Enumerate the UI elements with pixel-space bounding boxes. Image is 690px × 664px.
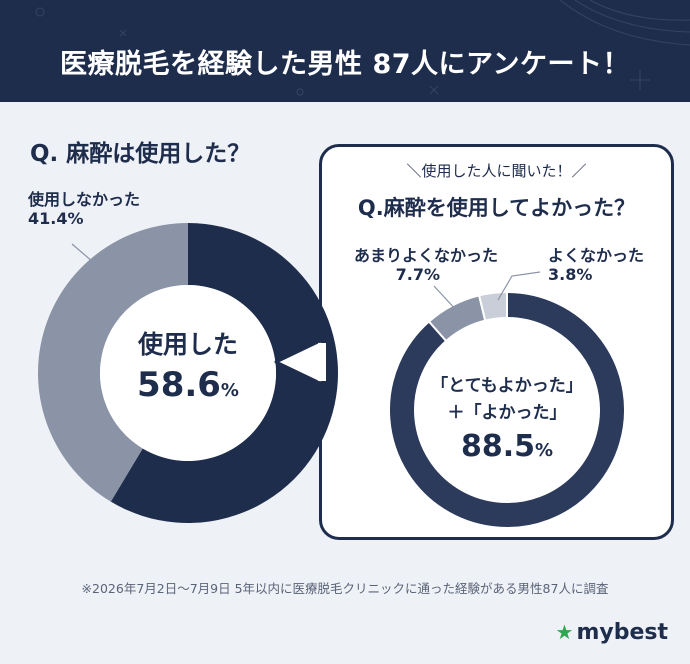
slice-label-not-so-good: あまりよくなかった 7.7%: [336, 246, 498, 284]
slice-label-value: 3.8%: [548, 265, 593, 284]
slice-label-not-used: 使用しなかった 41.4%: [28, 190, 140, 228]
question-2-subtitle: ＼使用した人に聞いた！／: [406, 162, 587, 180]
star-icon: ★: [555, 620, 574, 644]
leader-line-not-good: [497, 271, 541, 301]
leader-line-not-used: [71, 243, 101, 269]
slice-label-name: 使用しなかった: [28, 190, 141, 209]
survey-footnote: ※2026年7月2日〜7月9日 5年以内に医療脱毛クリニックに通った経験がある男…: [81, 581, 609, 596]
center-label-text: 使用した: [137, 330, 238, 359]
center-label-value: 58.6%: [108, 365, 268, 405]
donut-slice-1: [110, 223, 338, 523]
center-label-line1: 「とてもよかった」: [431, 376, 583, 396]
donut-2-center-label: 「とてもよかった」 ＋「よかった」 88.5%: [410, 371, 604, 464]
center-label-line2: ＋「よかった」: [447, 403, 567, 423]
slice-label-not-good: よくなかった 3.8%: [548, 246, 644, 284]
center-label-value: 88.5%: [410, 429, 604, 464]
donut-chart-satisfaction: [388, 290, 626, 529]
slice-label-value: 7.7%: [395, 265, 440, 284]
center-value-number: 58.6: [137, 365, 221, 405]
donut-1-center-label: 使用した 58.6%: [108, 325, 268, 405]
brand-name: mybest: [576, 620, 668, 645]
donut-hole: [415, 318, 599, 502]
slice-label-name: よくなかった: [548, 246, 645, 265]
leader-lines: [71, 243, 541, 313]
slice-label-value: 41.4%: [28, 209, 84, 228]
question-1-title: Q. 麻酔は使用した？: [30, 141, 251, 167]
leader-line-not-so-good: [433, 285, 459, 313]
callout-pointer-mask: [318, 343, 326, 381]
header-title: 医療脱毛を経験した男性 87人にアンケート！: [60, 49, 630, 80]
donut-chart-anesthesia-used: [37, 223, 338, 523]
center-value-unit: %: [220, 380, 239, 401]
header-decoration: [35, 0, 690, 96]
donut-hole: [100, 285, 276, 461]
donut-slice-3: [477, 290, 508, 322]
question-2-title: Q.麻酔を使用してよかった？: [357, 196, 636, 220]
donut-slice-2: [37, 223, 188, 502]
center-value-unit: %: [534, 440, 554, 461]
brand-logo: ★ mybest: [556, 620, 668, 645]
header-banner: 医療脱毛を経験した男性 87人にアンケート！: [0, 0, 690, 102]
center-value-number: 88.5: [460, 429, 535, 464]
slice-label-name: あまりよくなかった: [353, 246, 498, 265]
